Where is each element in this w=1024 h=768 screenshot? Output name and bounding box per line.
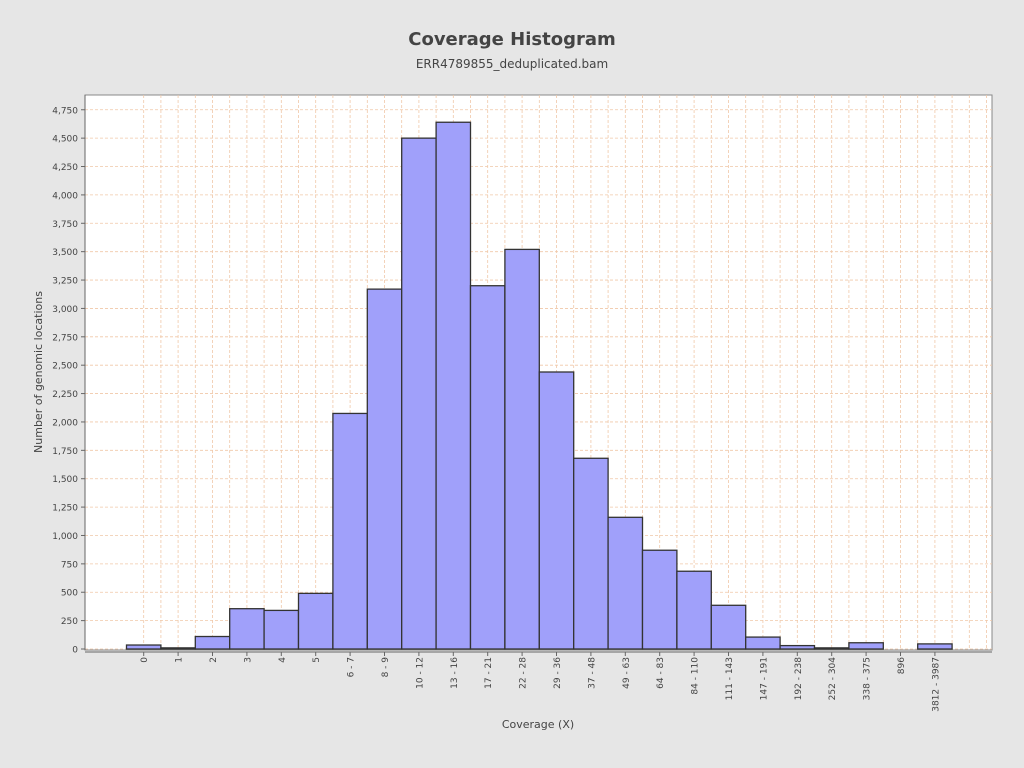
x-tick-label: 49 - 63 xyxy=(622,657,632,689)
x-tick-labels: 0 1 2 3 4 5 6 - 7 8 - 9 10 - 12 13 - 16 17 - 21 22 … xyxy=(140,657,941,712)
x-tick-label: 3812 - 3987 xyxy=(931,657,941,712)
y-tick-label: 3,000 xyxy=(52,305,78,315)
histogram-bar xyxy=(573,457,609,650)
x-tick-label: 17 - 21 xyxy=(484,657,494,689)
y-tick-labels: 0 250 500 750 1,000 1,250 1,500 1,750 2,000 2,250… xyxy=(52,106,78,655)
x-tick-label: 1 xyxy=(175,657,185,663)
axes xyxy=(81,95,992,656)
y-tick-label: 0 xyxy=(72,646,78,656)
x-tick-label: 29 - 36 xyxy=(553,657,563,689)
x-tick-label: 37 - 48 xyxy=(587,657,597,689)
chart-subtitle: ERR4789855_deduplicated.bam xyxy=(415,57,609,71)
chart-title: Coverage Histogram xyxy=(408,29,616,50)
y-tick-label: 2,250 xyxy=(52,390,78,400)
histogram-bar xyxy=(194,635,231,650)
y-tick-label: 2,500 xyxy=(52,362,78,372)
histogram-bar xyxy=(813,647,850,650)
y-tick-label: 2,750 xyxy=(52,333,78,343)
x-tick-label: 252 - 304 xyxy=(828,657,838,701)
x-tick-label: 8 - 9 xyxy=(381,657,391,678)
y-tick-label: 3,500 xyxy=(52,248,78,258)
histogram-bar xyxy=(263,609,300,650)
histogram-bar xyxy=(710,604,747,650)
histogram-bar xyxy=(229,608,265,650)
y-tick-label: 2,000 xyxy=(52,418,78,428)
histogram-bar xyxy=(332,412,368,650)
y-tick-label: 4,750 xyxy=(52,106,78,116)
histogram-bar xyxy=(297,592,334,650)
y-tick-label: 4,250 xyxy=(52,163,78,173)
histogram-bar xyxy=(538,371,575,650)
x-tick-label: 64 - 83 xyxy=(656,657,666,689)
histogram-bar xyxy=(469,285,506,650)
x-tick-label: 4 xyxy=(278,657,288,663)
x-tick-label: 22 - 28 xyxy=(519,657,529,689)
y-tick-label: 1,000 xyxy=(52,532,78,542)
x-tick-label: 147 - 191 xyxy=(759,657,769,700)
histogram-bar xyxy=(917,643,953,650)
x-axis-label: Coverage (X) xyxy=(502,718,574,731)
y-tick-label: 500 xyxy=(61,589,78,599)
histogram-bar xyxy=(641,549,678,650)
x-tick-label: 13 - 16 xyxy=(450,657,460,689)
histogram-bar xyxy=(504,248,540,650)
y-tick-label: 4,500 xyxy=(52,135,78,145)
y-axis-label: Number of genomic locations xyxy=(32,291,45,453)
y-tick-label: 1,750 xyxy=(52,447,78,457)
histogram-bar xyxy=(435,121,472,650)
y-tick-label: 750 xyxy=(61,560,78,570)
histogram-bar xyxy=(160,647,196,650)
histogram-bar xyxy=(848,642,884,650)
x-tick-label: 896 xyxy=(897,657,907,674)
histogram-bar xyxy=(676,570,712,650)
x-tick-label: 0 xyxy=(140,657,150,663)
histogram-bar xyxy=(125,644,162,650)
x-tick-label: 192 - 238 xyxy=(794,657,804,701)
bars xyxy=(125,121,953,650)
y-tick-label: 3,750 xyxy=(52,220,78,230)
y-tick-label: 250 xyxy=(61,617,78,627)
x-tick-label: 10 - 12 xyxy=(415,657,425,689)
x-tick-label: 6 - 7 xyxy=(347,657,357,677)
x-tick-label: 5 xyxy=(312,657,322,663)
histogram-bar xyxy=(607,516,644,650)
histogram-bar xyxy=(401,137,437,650)
x-tick-label: 3 xyxy=(243,657,253,663)
y-tick-label: 4,000 xyxy=(52,191,78,201)
x-tick-label: 338 - 375 xyxy=(863,657,873,700)
histogram-bar xyxy=(366,288,403,650)
x-tick-label: 84 - 110 xyxy=(691,657,701,695)
y-tick-label: 1,500 xyxy=(52,475,78,485)
x-tick-label: 2 xyxy=(209,657,219,663)
y-tick-label: 1,250 xyxy=(52,504,78,514)
x-tick-label: 111 - 143 xyxy=(725,657,735,700)
histogram-bar xyxy=(745,636,781,650)
y-tick-label: 3,250 xyxy=(52,277,78,287)
histogram-bar xyxy=(779,644,816,650)
